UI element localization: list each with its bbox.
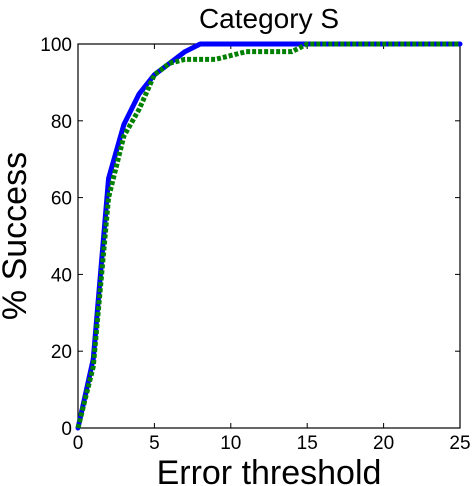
y-axis-title: % Success (0, 152, 34, 320)
ticks: 0 5 10 15 20 25 0 20 40 60 80 100 (40, 35, 470, 454)
y-tick-label: 100 (40, 35, 72, 56)
y-tick-label: 40 (51, 265, 72, 286)
x-tick-label: 15 (297, 433, 318, 454)
x-tick-label: 25 (449, 433, 470, 454)
x-axis-title: Error threshold (157, 454, 382, 486)
series-layer (75, 41, 463, 431)
series-line-2 (75, 41, 460, 429)
x-tick-label: 20 (373, 433, 394, 454)
y-tick-label: 20 (51, 342, 72, 363)
y-tick-label: 80 (51, 112, 72, 133)
x-tick-label: 5 (149, 433, 160, 454)
y-tick-label: 0 (61, 419, 72, 440)
x-tick-label: 0 (73, 433, 84, 454)
y-tick-label: 60 (51, 189, 72, 210)
chart-title: Category S (199, 3, 339, 34)
x-tick-label: 10 (220, 433, 241, 454)
series-line-1 (75, 41, 463, 431)
